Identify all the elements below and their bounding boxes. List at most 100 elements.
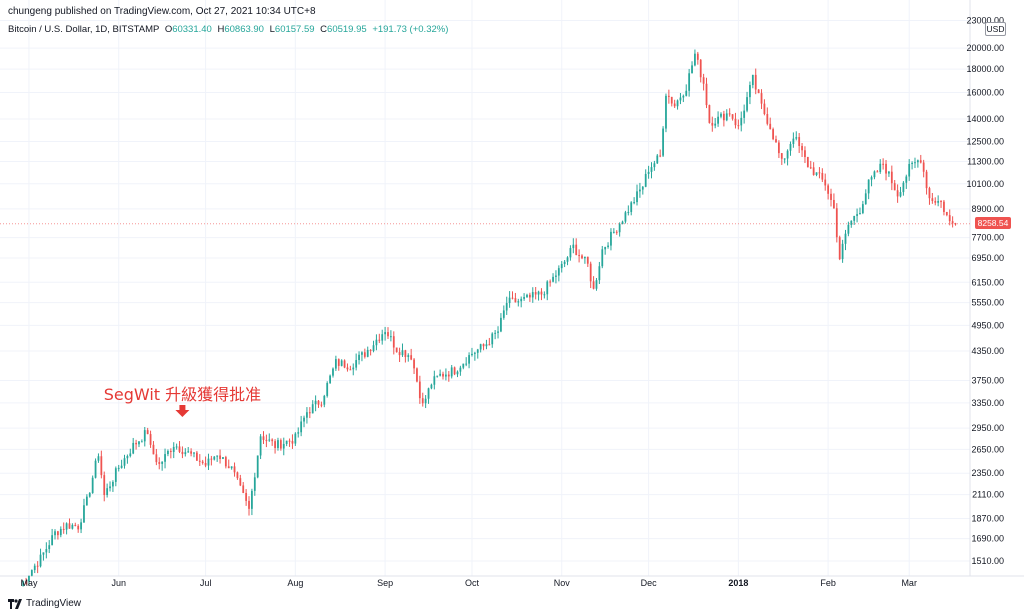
y-tick-label: 2110.00: [972, 490, 1004, 500]
candle-body: [314, 400, 317, 405]
candle-body: [502, 310, 505, 318]
candle-body: [68, 523, 71, 529]
candle-body: [447, 374, 450, 377]
candle-body: [445, 374, 447, 377]
candle-body: [462, 363, 465, 368]
candle-body: [943, 201, 945, 212]
candle-body: [873, 171, 876, 178]
candle-body: [94, 460, 97, 478]
candle-body: [534, 292, 537, 295]
candle-body: [59, 528, 62, 536]
candle-body: [537, 291, 540, 295]
candle-body: [641, 186, 644, 190]
candle-body: [812, 167, 815, 175]
candle-body: [867, 179, 870, 194]
candle-body: [30, 570, 33, 576]
candle-body: [775, 139, 777, 143]
candle-body: [245, 492, 248, 501]
candle-body: [633, 202, 636, 204]
candle-body: [236, 472, 239, 479]
candle-body: [731, 114, 734, 119]
candle-body: [152, 444, 155, 455]
candle-body: [242, 485, 245, 493]
candle-body: [783, 158, 786, 160]
candle-body: [479, 344, 482, 350]
candle-body: [908, 163, 911, 177]
candle-body: [271, 439, 274, 442]
candle-body: [62, 528, 65, 530]
candle-body: [291, 441, 294, 444]
candle-body: [656, 155, 659, 164]
candle-body: [253, 477, 256, 491]
candle-body: [294, 433, 297, 444]
candle-body: [835, 208, 838, 238]
candle-body: [71, 524, 74, 529]
candle-body: [265, 439, 268, 441]
candle-body: [378, 339, 381, 341]
candle-body: [937, 201, 940, 203]
candle-body: [100, 456, 103, 476]
candle-body: [85, 496, 88, 506]
candle-body: [112, 481, 114, 487]
candle-body: [311, 404, 314, 414]
candle-body: [743, 110, 746, 118]
candle-body: [954, 223, 957, 225]
candle-body: [653, 163, 656, 168]
candle-body: [54, 531, 56, 536]
candle-body: [22, 581, 25, 587]
y-tick-label: 3750.00: [971, 375, 1004, 385]
candle-body: [769, 123, 772, 130]
candle-body: [439, 373, 442, 376]
candle-body: [224, 457, 227, 467]
y-tick-label: 5550.00: [971, 298, 1004, 308]
candle-body: [184, 452, 187, 455]
candle-body: [175, 446, 178, 448]
x-tick-label: Aug: [287, 578, 303, 588]
candle-body: [207, 458, 210, 466]
candle-body: [421, 398, 424, 404]
ohlc-open: O60331.40: [164, 24, 212, 35]
candle-body: [610, 231, 612, 246]
candle-body: [523, 297, 525, 299]
candle-body: [500, 317, 502, 332]
candle-body: [193, 452, 195, 454]
candle-body: [844, 233, 847, 244]
candle-body: [734, 118, 737, 126]
candle-body: [450, 367, 453, 377]
candle-body: [945, 211, 948, 216]
candle-body: [627, 211, 630, 213]
last-price-label: 8258.54: [975, 216, 1011, 229]
candle-body: [210, 458, 213, 460]
candle-body: [36, 565, 39, 567]
candle-body: [659, 155, 662, 157]
candle-body: [103, 475, 106, 496]
candle-body: [456, 371, 459, 375]
candle-body: [766, 114, 769, 124]
candle-body: [555, 275, 557, 277]
candle-body: [126, 456, 129, 459]
candle-body: [615, 231, 618, 233]
x-tick-label: 2018: [728, 578, 748, 588]
down-arrow-icon: [175, 405, 190, 417]
time-axis[interactable]: May Jun Jul Aug Sep Oct Nov Dec 2018 Feb Mar: [20, 578, 916, 588]
candle-body: [361, 352, 363, 355]
candle-body: [213, 456, 216, 460]
price-axis[interactable]: 1510.00 1690.00 1870.00 2110.00 2350.00 2650.…: [966, 15, 1004, 566]
candle-body: [222, 457, 224, 459]
candle-body: [491, 333, 494, 345]
candle-body: [694, 53, 696, 66]
candle-body: [358, 354, 360, 361]
candle-body: [601, 249, 604, 267]
candle-body: [132, 442, 135, 454]
candle-body: [129, 453, 132, 457]
candle-body: [279, 440, 282, 449]
candle-body: [847, 224, 850, 234]
candle-body: [407, 355, 410, 357]
currency-unit-button[interactable]: USD: [985, 22, 1006, 36]
tradingview-brand[interactable]: TradingView: [8, 598, 81, 609]
candle-body: [922, 162, 925, 172]
candle-body: [384, 332, 387, 335]
candle-body: [882, 163, 885, 165]
candle-body: [494, 332, 497, 334]
